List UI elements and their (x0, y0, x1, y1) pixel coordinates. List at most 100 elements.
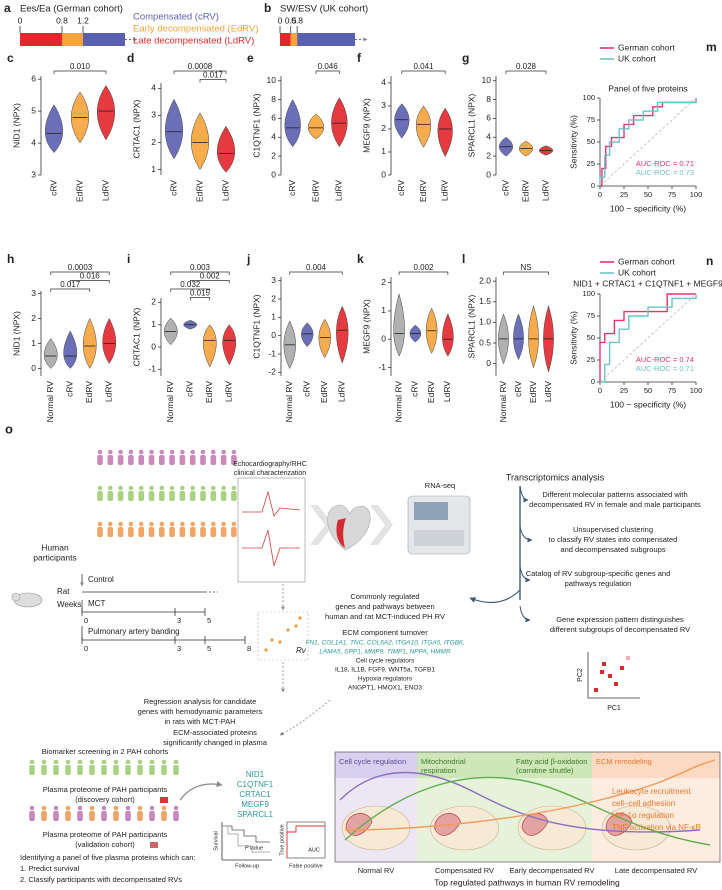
violin (513, 313, 524, 361)
x-tick-label: cRV (168, 180, 178, 196)
trend-curve (344, 776, 711, 846)
person-icon (113, 805, 119, 811)
person-icon (118, 449, 123, 455)
label: Plasma proteome of PAH participants (43, 785, 168, 794)
km-curve (222, 825, 270, 843)
pca-point (600, 670, 604, 674)
x-tick-label: EdRV (528, 381, 538, 403)
person-icon (29, 805, 35, 811)
person-icon (89, 811, 95, 821)
y-axis-label: C1QTNF1 (NPX) (251, 294, 261, 358)
person-icon (118, 485, 123, 491)
label: Regression analysis for candidate (144, 697, 257, 706)
violin (63, 330, 78, 369)
label: ECM remodeling (596, 757, 652, 766)
auc-annotation: AUC-ROC = 0.71 (636, 159, 694, 168)
person-icon (65, 765, 71, 775)
panel-label: n (706, 254, 713, 268)
label: MCT (88, 599, 105, 608)
flow-arrow (519, 485, 529, 503)
p-value: 0.016 (80, 272, 101, 281)
person-icon (128, 485, 134, 491)
scatter-dot (278, 640, 282, 644)
panel-label: g (462, 51, 469, 65)
scatter-dot (286, 628, 290, 632)
person-icon (189, 527, 196, 537)
y-tick-label: 8 (486, 94, 491, 104)
person-icon (159, 491, 165, 501)
y-axis-label: NID1 (NPX) (11, 103, 21, 148)
x-tick-label: cRV (65, 381, 75, 397)
significance-bracket (69, 280, 110, 284)
violin (442, 313, 454, 357)
stage-header (335, 752, 417, 778)
stage-header (417, 752, 512, 778)
label: PC2 (577, 668, 584, 682)
violin (318, 318, 331, 359)
panel-label: i (127, 252, 130, 266)
label: Echocardiography/RHC (233, 461, 307, 468)
chevron (370, 505, 393, 545)
label: Top regulated pathways in human RV remod… (434, 877, 620, 887)
person-icon (169, 485, 175, 491)
panel-label: d (127, 51, 134, 65)
y-tick-label: 0 (486, 169, 491, 179)
label: P value (245, 845, 263, 851)
person-icon (113, 811, 119, 821)
label: False positive (289, 863, 323, 869)
person-icon (101, 759, 107, 765)
person-icon (173, 811, 179, 821)
y-tick-label: 25 (587, 355, 595, 364)
p-value: 0.004 (306, 263, 327, 272)
panel-label: f (357, 51, 362, 65)
label: to classify RV states into compensated (549, 535, 678, 544)
person-icon (148, 455, 155, 465)
panel-label: l (462, 252, 465, 266)
y-tick-label: 2 (381, 123, 386, 133)
y-tick-label: 2 (381, 277, 386, 287)
y-axis-label: NID1 (NPX) (11, 311, 21, 356)
person-icon (128, 491, 134, 501)
y-tick-label: 4 (151, 83, 156, 93)
person-icon (77, 765, 83, 775)
person-icon (101, 811, 107, 821)
person-icon (231, 527, 237, 537)
pca-point (620, 666, 624, 670)
person-icon (190, 449, 195, 455)
person-icon (97, 485, 103, 491)
person-icon (97, 455, 103, 465)
person-icon (125, 765, 131, 775)
label: HIF-1α regulation (612, 811, 674, 820)
p-value: 0.015 (190, 289, 211, 298)
y-axis-label: MEGF9 (NPX) (361, 98, 371, 153)
person-icon (125, 759, 131, 765)
label: 5 (207, 644, 211, 653)
label: cell–cell adhesion (612, 799, 675, 808)
y-tick-label: 0 (271, 330, 276, 340)
x-tick-label: LdRV (100, 180, 110, 201)
waveform (242, 490, 301, 517)
person-icon (137, 811, 143, 821)
x-tick-label: LdRV (540, 180, 550, 201)
person-icon (138, 527, 144, 537)
y-tick-label: 75 (587, 115, 595, 124)
significance-bracket (170, 288, 211, 292)
person-icon (200, 521, 206, 527)
label: Rv (296, 646, 307, 655)
pca-point (594, 688, 598, 692)
y-tick-label: 1.0 (479, 317, 491, 327)
person-icon (149, 521, 154, 527)
x-tick-label: cRV (185, 381, 195, 397)
y-tick-label: 2 (151, 137, 156, 147)
significance-bracket (173, 70, 227, 74)
label: RNA-seq (425, 481, 455, 490)
person-icon (159, 521, 165, 527)
x-tick-label: 0 (598, 386, 602, 395)
y-tick-label: -1 (148, 364, 156, 374)
person-icon (161, 811, 167, 821)
y-tick-label: -1 (268, 348, 276, 358)
label: significantly changed in plasma (163, 738, 268, 747)
y-tick-label: 4 (486, 132, 491, 142)
label: Human (41, 542, 69, 552)
